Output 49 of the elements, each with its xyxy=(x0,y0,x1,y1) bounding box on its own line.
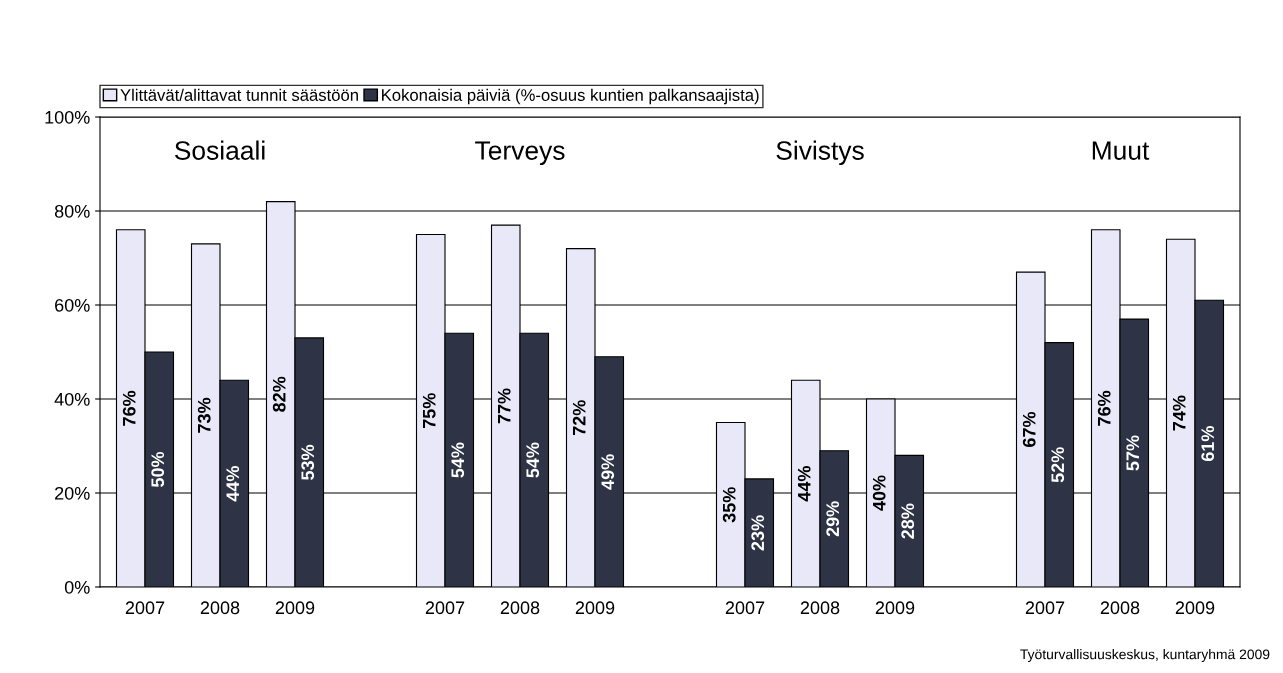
x-tick-label: 2008 xyxy=(500,601,540,615)
data-label: 74% xyxy=(1172,395,1186,431)
x-tick-label: 2007 xyxy=(425,601,465,615)
x-tick-label: 2009 xyxy=(1175,601,1215,615)
y-tick-label: 40% xyxy=(54,392,90,406)
legend-label: Kokonaisia päiviä (%-osuus kuntien palkansaajista) xyxy=(382,88,759,105)
data-label: 53% xyxy=(301,444,315,480)
data-label: 44% xyxy=(797,466,811,502)
y-tick-label: 60% xyxy=(55,298,90,312)
annotation: Sivistys xyxy=(776,140,864,166)
x-tick-label: 2007 xyxy=(725,601,765,615)
data-label: 23% xyxy=(751,515,765,551)
x-tick-label: 2007 xyxy=(1025,601,1065,615)
text: Työturvallisuuskeskus, kuntaryhmä 2009 xyxy=(1020,649,1270,662)
y-tick-label: 0% xyxy=(64,580,90,594)
x-tick-label: 2009 xyxy=(575,601,615,615)
y-tick-label: 20% xyxy=(55,486,90,500)
y-tick-label: 100% xyxy=(45,110,90,124)
annotation: Sosiaali xyxy=(174,140,265,160)
data-label: 54% xyxy=(451,442,465,478)
x-tick-label: 2008 xyxy=(200,601,240,615)
data-label: 40% xyxy=(872,475,886,511)
data-label: 67% xyxy=(1022,411,1036,447)
data-label: 49% xyxy=(601,454,615,490)
y-tick-label: 80% xyxy=(54,204,90,218)
data-label: 77% xyxy=(497,388,511,424)
data-label: 82% xyxy=(272,376,286,412)
data-label: 52% xyxy=(1051,447,1065,483)
x-tick-label: 2009 xyxy=(275,601,315,615)
data-label: 29% xyxy=(826,501,840,537)
data-label: 54% xyxy=(526,442,540,478)
annotation: Muut xyxy=(1092,141,1150,160)
data-label: 76% xyxy=(122,390,136,426)
x-tick-label: 2008 xyxy=(800,601,840,615)
x-tick-label: 2008 xyxy=(1100,601,1140,615)
data-label: 75% xyxy=(422,393,436,429)
data-label: 50% xyxy=(151,451,165,488)
data-label: 61% xyxy=(1201,426,1215,462)
data-label: 76% xyxy=(1097,390,1111,426)
x-tick-label: 2009 xyxy=(875,601,915,615)
data-label: 73% xyxy=(197,397,211,433)
data-label: 44% xyxy=(226,466,240,502)
data-label: 57% xyxy=(1126,435,1140,471)
data-label: 72% xyxy=(572,400,586,436)
data-label: 35% xyxy=(722,487,736,523)
data-label: 28% xyxy=(901,503,915,539)
x-tick-label: 2007 xyxy=(125,601,165,615)
legend-label: Ylittävät/alittavat tunnit säästöön xyxy=(120,88,358,101)
annotation: Terveys xyxy=(475,141,565,166)
